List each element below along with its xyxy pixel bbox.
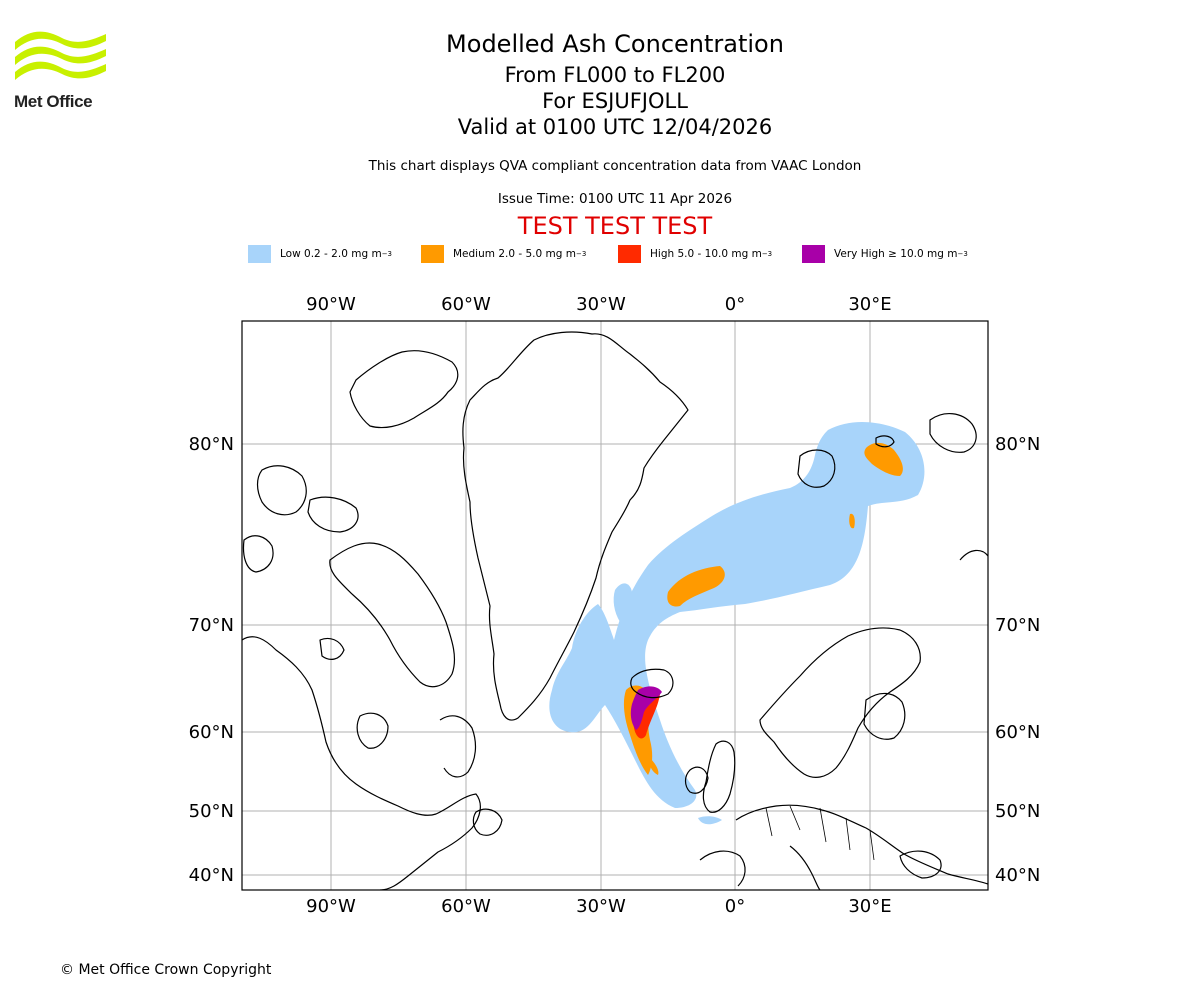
legend-swatch-medium bbox=[421, 245, 444, 263]
legend-label-high: High 5.0 - 10.0 mg m bbox=[650, 248, 762, 260]
legend-item-medium: Medium 2.0 - 5.0 mg m −3 bbox=[421, 244, 586, 264]
lon-label-bottom-90w: 90°W bbox=[306, 896, 356, 917]
coast-great-britain bbox=[702, 740, 736, 813]
flight-levels: From FL000 to FL200 bbox=[504, 63, 726, 87]
lat-label-right-80n: 80°N bbox=[995, 434, 1040, 455]
borders bbox=[765, 805, 875, 861]
lat-label-right-50n: 50°N bbox=[995, 801, 1040, 822]
lat-label-left-40n: 40°N bbox=[189, 865, 234, 886]
lon-label-top-30w: 30°W bbox=[576, 294, 626, 315]
coast-labrador bbox=[439, 715, 477, 778]
coast-iceland bbox=[630, 668, 674, 699]
lon-label-bottom-60w: 60°W bbox=[441, 896, 491, 917]
legend-swatch-very-high bbox=[802, 245, 825, 263]
coast-southampton bbox=[319, 637, 345, 660]
met-office-logo: Met Office bbox=[14, 30, 109, 112]
lat-label-right-70n: 70°N bbox=[995, 615, 1040, 636]
coast-ireland bbox=[684, 766, 709, 794]
logo-text: Met Office bbox=[14, 92, 93, 111]
coast-devon bbox=[307, 496, 359, 533]
legend-label-medium: Medium 2.0 - 5.0 mg m bbox=[453, 248, 576, 260]
lat-label-left-50n: 50°N bbox=[189, 801, 234, 822]
coast-north-america bbox=[242, 636, 481, 890]
lon-label-top-0: 0° bbox=[725, 294, 745, 315]
valid-time: Valid at 0100 UTC 12/04/2026 bbox=[457, 115, 773, 139]
lat-label-right-40n: 40°N bbox=[995, 865, 1040, 886]
lat-labels-right: 80°N 70°N 60°N 50°N 40°N bbox=[995, 434, 1040, 886]
coast-banks bbox=[242, 535, 274, 573]
compliance-note: This chart displays QVA compliant concen… bbox=[368, 158, 862, 174]
lat-label-left-60n: 60°N bbox=[189, 722, 234, 743]
legend-item-very-high: Very High ≥ 10.0 mg m −3 bbox=[802, 244, 968, 264]
legend-swatch-low bbox=[248, 245, 271, 263]
legend-unit-exp-high: −3 bbox=[761, 250, 773, 258]
legend-swatch-high bbox=[618, 245, 641, 263]
legend-label-very-high: Very High ≥ 10.0 mg m bbox=[834, 248, 958, 260]
coast-europe bbox=[735, 804, 988, 885]
map-frame bbox=[241, 320, 989, 891]
lon-labels-top: 90°W 60°W 30°W 0° 30°E bbox=[306, 294, 891, 315]
lon-label-top-90w: 90°W bbox=[306, 294, 356, 315]
lon-label-top-30e: 30°E bbox=[848, 294, 891, 315]
coast-italy bbox=[789, 845, 821, 890]
chart-title: Modelled Ash Concentration bbox=[446, 30, 784, 58]
lat-labels-left: 80°N 70°N 60°N 50°N 40°N bbox=[189, 434, 234, 886]
lat-label-left-80n: 80°N bbox=[189, 434, 234, 455]
coast-greenland bbox=[462, 331, 689, 721]
coast-scandinavia bbox=[759, 627, 921, 778]
coast-hudson-bay bbox=[356, 712, 389, 749]
lon-label-top-60w: 60°W bbox=[441, 294, 491, 315]
coast-newfoundland bbox=[472, 808, 503, 836]
coast-iberia bbox=[699, 850, 746, 887]
volcano-name: For ESJUFJOLL bbox=[542, 89, 688, 113]
coast-baffin bbox=[329, 542, 456, 688]
issue-time: Issue Time: 0100 UTC 11 Apr 2026 bbox=[497, 191, 733, 207]
coast-novaya-zemlya bbox=[929, 413, 977, 453]
coast-svalbard bbox=[797, 449, 836, 488]
test-banner: TEST TEST TEST bbox=[517, 212, 713, 240]
legend-unit-exp-low: −3 bbox=[381, 250, 393, 258]
lon-label-bottom-30w: 30°W bbox=[576, 896, 626, 917]
coast-siberia bbox=[959, 549, 988, 561]
coast-victoria bbox=[256, 465, 307, 516]
legend-label-low: Low 0.2 - 2.0 mg m bbox=[280, 248, 382, 260]
legend-item-high: High 5.0 - 10.0 mg m −3 bbox=[618, 244, 772, 264]
ash-low bbox=[549, 421, 925, 825]
legend-unit-exp-very-high: −3 bbox=[957, 250, 968, 258]
coast-finland bbox=[863, 692, 906, 740]
lon-labels-bottom: 90°W 60°W 30°W 0° 30°E bbox=[306, 896, 891, 917]
coast-franz-josef bbox=[875, 435, 895, 448]
lon-label-bottom-0: 0° bbox=[725, 896, 745, 917]
legend-unit-exp-medium: −3 bbox=[575, 250, 587, 258]
met-office-waves-icon bbox=[15, 31, 106, 80]
coastlines bbox=[242, 331, 988, 890]
copyright: © Met Office Crown Copyright bbox=[60, 962, 272, 978]
legend: Low 0.2 - 2.0 mg m −3 Medium 2.0 - 5.0 mg… bbox=[0, 244, 1200, 264]
lat-label-left-70n: 70°N bbox=[189, 615, 234, 636]
gridlines bbox=[242, 321, 988, 890]
coast-black-sea bbox=[899, 850, 942, 879]
lat-label-right-60n: 60°N bbox=[995, 722, 1040, 743]
coast-ellesmere bbox=[349, 350, 459, 429]
lon-label-bottom-30e: 30°E bbox=[848, 896, 891, 917]
legend-item-low: Low 0.2 - 2.0 mg m −3 bbox=[248, 244, 392, 264]
